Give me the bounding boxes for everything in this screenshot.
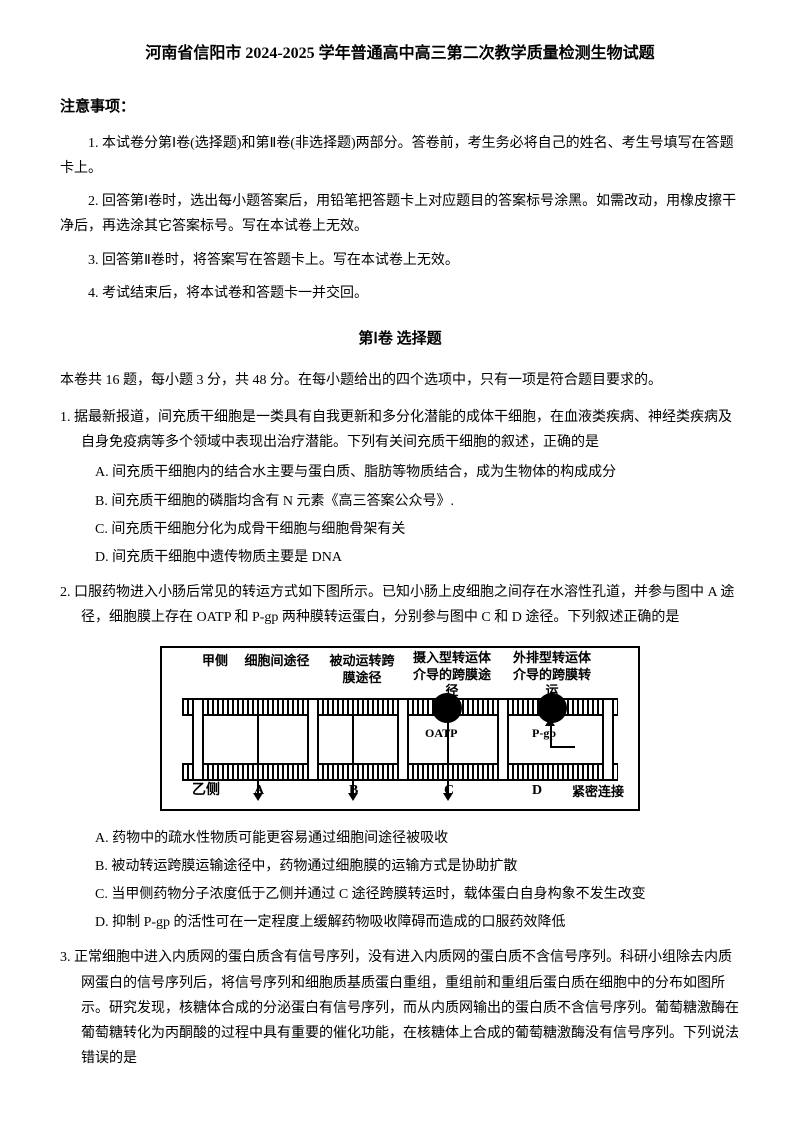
instruction-3: 3. 回答第Ⅱ卷时，将答案写在答题卡上。写在本试卷上无效。: [60, 248, 740, 273]
pgp-arrow-up: [550, 723, 552, 748]
junction-1: [192, 698, 204, 781]
instruction-2: 2. 回答第Ⅰ卷时，选出每小题答案后，用铅笔把答题卡上对应题目的答案标号涂黑。如…: [60, 189, 740, 239]
q1-number: 1.: [60, 410, 71, 425]
q1-text: 据最新报道，间充质干细胞是一类具有自我更新和多分化潜能的成体干细胞，在血液类疾病…: [74, 410, 732, 450]
junction-5: [602, 698, 614, 781]
path-d-label: D: [532, 778, 542, 803]
part1-title: 第Ⅰ卷 选择题: [60, 326, 740, 353]
q3-text: 正常细胞中进入内质网的蛋白质含有信号序列，没有进入内质网的蛋白质不含信号序列。科…: [74, 950, 739, 1066]
q2-option-d: D. 抑制 P-gp 的活性可在一定程度上缓解药物吸收障碍而造成的口服药效降低: [60, 910, 740, 935]
path-b-label: B: [349, 778, 358, 803]
q1-option-a: A. 间充质干细胞内的结合水主要与蛋白质、脂肪等物质结合，成为生物体的构成成分: [60, 460, 740, 485]
junction-3: [397, 698, 409, 781]
q2-number: 2.: [60, 585, 71, 600]
question-1: 1. 据最新报道，间充质干细胞是一类具有自我更新和多分化潜能的成体干细胞，在血液…: [60, 405, 740, 570]
exam-title: 河南省信阳市 2024-2025 学年普通高中高三第二次教学质量检测生物试题: [60, 40, 740, 69]
insert-label: 摄入型转运体介导的跨膜途径: [412, 650, 492, 701]
q2-text: 口服药物进入小肠后常见的转运方式如下图所示。已知小肠上皮细胞之间存在水溶性孔道，…: [74, 585, 734, 625]
tight-junction-label: 紧密连接: [572, 780, 624, 803]
oatp-protein: [432, 693, 462, 723]
pgp-label: P-gp: [532, 726, 556, 742]
q1-stem: 1. 据最新报道，间充质干细胞是一类具有自我更新和多分化潜能的成体干细胞，在血液…: [60, 405, 740, 455]
q3-stem: 3. 正常细胞中进入内质网的蛋白质含有信号序列，没有进入内质网的蛋白质不含信号序…: [60, 945, 740, 1071]
bottom-side-label: 乙侧: [192, 778, 220, 803]
path-c-label: C: [444, 778, 454, 803]
q2-stem: 2. 口服药物进入小肠后常见的转运方式如下图所示。已知小肠上皮细胞之间存在水溶性…: [60, 580, 740, 630]
part1-description: 本卷共 16 题，每小题 3 分，共 48 分。在每小题给出的四个选项中，只有一…: [60, 368, 740, 393]
oatp-label: OATP: [425, 726, 457, 742]
q2-option-c: C. 当甲侧药物分子浓度低于乙侧并通过 C 途径跨膜转运时，载体蛋白自身构象不发…: [60, 882, 740, 907]
q2-option-a: A. 药物中的疏水性物质可能更容易通过细胞间途径被吸收: [60, 826, 740, 851]
q3-number: 3.: [60, 950, 71, 965]
junction-4: [497, 698, 509, 781]
transport-diagram: 甲侧 细胞间途径 被动运转跨膜途径 摄入型转运体介导的跨膜途径 外排型转运体介导…: [160, 646, 640, 811]
instruction-4: 4. 考试结束后，将本试卷和答题卡一并交回。: [60, 281, 740, 306]
notice-header: 注意事项：: [60, 94, 740, 121]
top-side-label: 甲侧: [202, 653, 228, 670]
passive-label: 被动运转跨膜途径: [327, 653, 397, 687]
path-a-label: A: [254, 778, 264, 803]
junction-2: [307, 698, 319, 781]
q1-option-b: B. 间充质干细胞的磷脂均含有 N 元素《高三答案公众号》.: [60, 489, 740, 514]
instruction-1: 1. 本试卷分第Ⅰ卷(选择题)和第Ⅱ卷(非选择题)两部分。答卷前，考生务必将自己…: [60, 131, 740, 181]
question-3: 3. 正常细胞中进入内质网的蛋白质含有信号序列，没有进入内质网的蛋白质不含信号序…: [60, 945, 740, 1071]
q2-option-b: B. 被动转运跨膜运输途径中，药物通过细胞膜的运输方式是协助扩散: [60, 854, 740, 879]
question-2: 2. 口服药物进入小肠后常见的转运方式如下图所示。已知小肠上皮细胞之间存在水溶性…: [60, 580, 740, 935]
q1-option-d: D. 间充质干细胞中遗传物质主要是 DNA: [60, 545, 740, 570]
q1-option-c: C. 间充质干细胞分化为成骨干细胞与细胞骨架有关: [60, 517, 740, 542]
cell-gap-label: 细胞间途径: [242, 653, 312, 670]
pgp-arrowhead: [545, 718, 555, 726]
pgp-line-h: [550, 746, 575, 748]
